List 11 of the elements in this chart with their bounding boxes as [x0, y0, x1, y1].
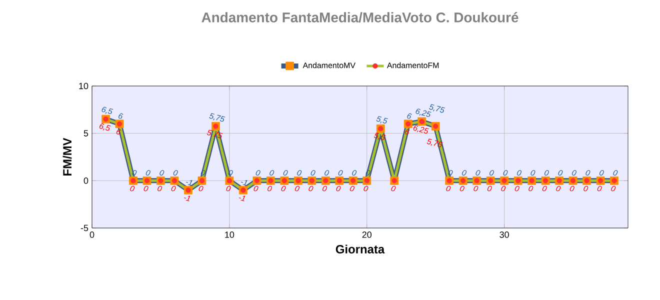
x-tick-label: 0	[90, 232, 94, 238]
y-tick-label: 5	[84, 130, 88, 136]
x-tick-label: 10	[225, 232, 234, 238]
x-axis-title: Giornata	[336, 244, 385, 254]
x-tick-label: 20	[362, 232, 372, 238]
y-axis-title: FM/MV	[62, 138, 72, 176]
x-tick-label: 30	[500, 232, 509, 238]
y-tick-label: -5	[80, 224, 88, 232]
y-tick-label: 0	[84, 177, 88, 184]
chart-title: Andamento FantaMedia/MediaVoto C. Doukouré	[202, 12, 518, 23]
y-tick-label: 10	[79, 82, 88, 90]
